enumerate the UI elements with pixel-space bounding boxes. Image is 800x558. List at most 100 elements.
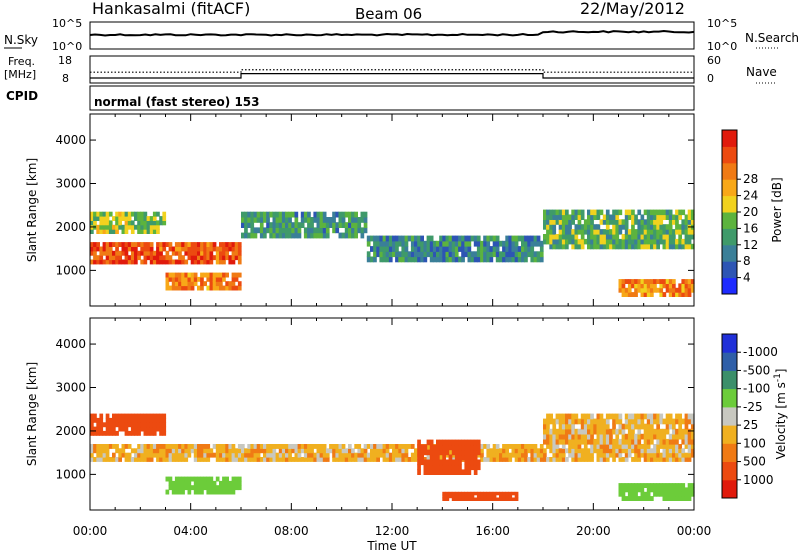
vel-cell [568,438,572,445]
vel-cell [159,444,163,449]
time-tick-label: 04:00 [173,524,208,538]
vel-cell [414,452,418,458]
vel-cell [499,497,503,501]
vel-cell [102,452,107,458]
power-cell [621,279,626,284]
vel-cell [646,448,651,454]
power-cell [524,235,528,242]
vel-cell [253,452,258,458]
vel-cell [656,444,660,449]
vel-cell [565,428,569,435]
vel-cell [508,497,513,501]
vel-cell [225,485,229,491]
vel-cell [354,444,358,449]
power-colorbar-segment [722,146,737,164]
power-cell [140,220,144,226]
power-cell [659,224,664,230]
power-cell [206,246,211,252]
velocity-x-ticks [89,318,695,510]
power-cell [612,224,616,230]
vel-cell [662,438,667,445]
power-cell [643,219,648,225]
power-cell [395,246,399,252]
vel-cell [495,452,500,458]
vel-cell [439,449,443,456]
power-cell [115,246,119,252]
vel-cell [454,464,459,471]
power-cell [212,281,217,287]
vel-cell [521,452,525,458]
power-cell [631,219,635,225]
power-cell [549,219,553,225]
vel-cell [631,428,635,435]
vel-cell [480,491,484,496]
vel-cell [514,491,519,496]
power-cell [690,229,695,235]
vel-cell [124,413,129,419]
vel-cell [288,452,292,458]
power-cell [178,281,182,287]
power-cell [646,224,651,230]
power-cell [665,243,670,250]
vel-cell [152,417,157,423]
vel-cell [681,438,686,445]
vel-cell [225,476,229,482]
power-cell [108,211,113,217]
vel-cell [656,413,660,420]
vel-cell [624,496,629,501]
power-cell [675,287,679,293]
power-cell [492,240,497,247]
vel-cell [407,457,412,462]
power-cell [130,229,135,234]
vel-cell [640,483,645,488]
power-cell [627,283,632,289]
power-cell [237,255,242,261]
power-cell [549,229,553,235]
power-cell [514,246,519,252]
power-cell [96,246,100,252]
vel-cell [555,433,560,440]
power-cell [558,219,563,225]
vel-cell [539,448,544,454]
vel-cell [593,423,597,430]
power-cell [624,292,629,297]
vel-cell [272,448,277,454]
vel-cell [571,413,575,420]
power-cell [319,211,324,218]
vel-cell [105,457,110,462]
power-cell [184,285,189,291]
power-cell [580,229,585,235]
power-cell [313,232,318,239]
power-cell [385,256,390,263]
power-cell [165,250,170,256]
vel-cell [505,494,509,499]
vel-colorbar-tick-label: -1000 [743,345,778,359]
power-cell [382,251,387,258]
power-cell [561,229,566,235]
vel-cell [552,428,557,435]
vel-cell [624,457,629,462]
power-cell [121,246,126,252]
power-cell [461,246,465,252]
power-cell [140,216,144,221]
power-cell [392,235,396,242]
vel-cell [546,418,550,425]
vel-cell [310,452,314,458]
power-cell [159,246,163,252]
vel-cell [152,422,157,428]
vel-cell [454,494,459,499]
power-cell [596,214,601,220]
vel-cell [137,457,141,462]
power-cell [583,224,588,230]
power-cell [511,251,516,258]
vel-cell [206,457,211,462]
vel-cell [590,457,594,462]
vel-cell [637,483,642,488]
power-cell [631,238,635,245]
power-cell [294,217,299,223]
vel-cell [335,452,340,458]
power-cell [234,285,239,291]
vel-cell [209,480,214,486]
power-cell [225,281,229,287]
vel-cell [392,448,396,454]
